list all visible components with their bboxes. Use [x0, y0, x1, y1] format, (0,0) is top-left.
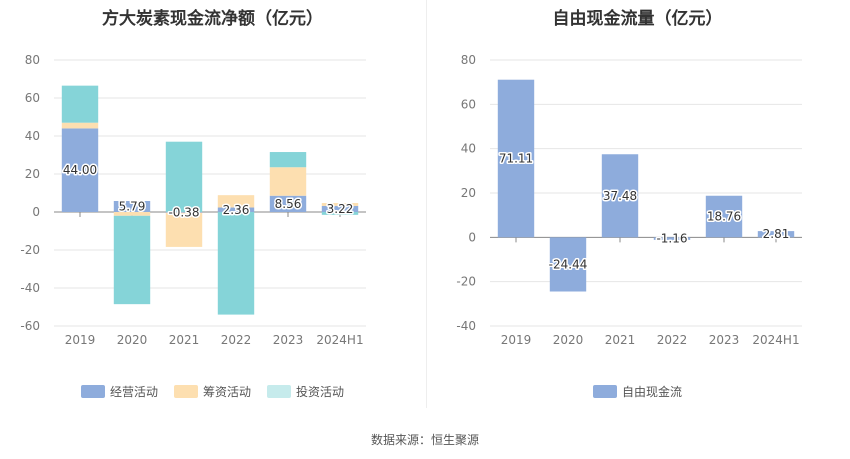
net-cash-flow-chart: 方大炭素现金流净额（亿元） -60 -40 -20 0 20 40 60 80 2019 2020…: [0, 0, 425, 420]
panel-divider: [426, 0, 427, 408]
bar: [269, 167, 307, 196]
bar: [217, 212, 255, 315]
legend-item-financing[interactable]: 筹资活动: [173, 383, 251, 400]
data-label: 2.81: [763, 227, 790, 241]
y-tick-label: -60: [20, 319, 40, 333]
bar: [269, 152, 307, 168]
legend-label: 筹资活动: [202, 385, 251, 399]
chart-title: 自由现金流量（亿元）: [552, 9, 723, 29]
y-tick-label: 0: [468, 230, 476, 244]
bar: [217, 207, 255, 212]
bar: [497, 79, 535, 238]
bar: [601, 154, 639, 238]
bar: [757, 231, 795, 238]
data-label: 18.76: [707, 210, 741, 224]
data-label: 71.11: [499, 152, 533, 166]
legend-swatch: [267, 385, 291, 398]
bar: [549, 237, 587, 292]
y-tick-label: 20: [25, 167, 40, 181]
data-label: 3.22: [327, 202, 354, 216]
y-tick-label: 40: [461, 142, 476, 156]
x-tick-label: 2020: [117, 333, 148, 347]
data-label: 37.48: [603, 189, 637, 203]
free-cash-flow-chart: 自由现金流量（亿元） -40 -20 0 20 40 60 80 2019 2020 2021 20…: [425, 0, 850, 420]
bar: [269, 195, 307, 212]
y-tick-label: 20: [461, 186, 476, 200]
bar: [321, 203, 359, 206]
x-tick-label: 2024H1: [752, 333, 799, 347]
x-tick-label: 2024H1: [316, 333, 363, 347]
x-tick-label: 2021: [605, 333, 636, 347]
legend-item-free-cash-flow[interactable]: 自由现金流: [592, 383, 682, 400]
x-tick-label: 2020: [553, 333, 584, 347]
bar: [113, 212, 151, 216]
bar: [217, 195, 255, 208]
net-cash-flow-plot: -60 -40 -20 0 20 40 60 80 2019 2020 2021 2022 2023 20…: [20, 53, 366, 347]
x-tick-label: 2019: [65, 333, 96, 347]
bar: [705, 195, 743, 238]
y-tick-label: -40: [20, 281, 40, 295]
bar: [165, 212, 203, 213]
bar: [653, 237, 691, 240]
bar: [321, 212, 359, 215]
bar: [113, 215, 151, 305]
legend-swatch: [592, 385, 617, 398]
y-tick-label: 0: [32, 205, 40, 219]
y-tick-label: -40: [456, 319, 476, 333]
chart-title: 方大炭素现金流净额（亿元）: [102, 9, 323, 29]
legend-item-operating[interactable]: 经营活动: [80, 383, 158, 400]
x-tick-label: 2021: [169, 333, 200, 347]
x-tick-label: 2022: [657, 333, 688, 347]
y-tick-label: 80: [25, 53, 40, 67]
legend-label: 自由现金流: [621, 385, 682, 399]
bar: [61, 122, 99, 129]
y-tick-label: 60: [25, 91, 40, 105]
legend-swatch: [80, 385, 105, 398]
y-tick-label: 40: [25, 129, 40, 143]
data-label: -0.38: [168, 205, 199, 219]
bar: [61, 85, 99, 123]
y-tick-label: -20: [20, 243, 40, 257]
data-label: 5.79: [119, 199, 146, 213]
y-tick-label: -20: [456, 275, 476, 289]
data-label: -24.44: [549, 257, 588, 271]
data-label: 8.56: [275, 197, 302, 211]
x-tick-label: 2022: [221, 333, 252, 347]
x-tick-label: 2019: [501, 333, 532, 347]
legend-item-investing[interactable]: 投资活动: [267, 383, 344, 400]
x-tick-label: 2023: [273, 333, 304, 347]
x-tick-label: 2023: [709, 333, 740, 347]
chart-legend: 经营活动 筹资活动 投资活动: [0, 383, 425, 400]
bar: [321, 205, 359, 212]
bar: [165, 141, 203, 212]
y-tick-label: 60: [461, 97, 476, 111]
data-label: 44.00: [63, 163, 97, 177]
data-label: 2.36: [223, 203, 250, 217]
bar: [113, 200, 151, 212]
free-cash-flow-plot: -40 -20 0 20 40 60 80 2019 2020 2021 2022 2023 2024H…: [456, 53, 802, 347]
legend-swatch: [173, 385, 198, 398]
chart-legend: 自由现金流: [425, 383, 850, 400]
data-label: -1.16: [656, 232, 687, 246]
y-tick-label: 80: [461, 53, 476, 67]
bar: [165, 212, 203, 247]
legend-label: 经营活动: [109, 385, 158, 399]
data-source-note: 数据来源：恒生聚源: [370, 433, 479, 447]
legend-label: 投资活动: [296, 385, 345, 399]
bar: [61, 128, 99, 212]
